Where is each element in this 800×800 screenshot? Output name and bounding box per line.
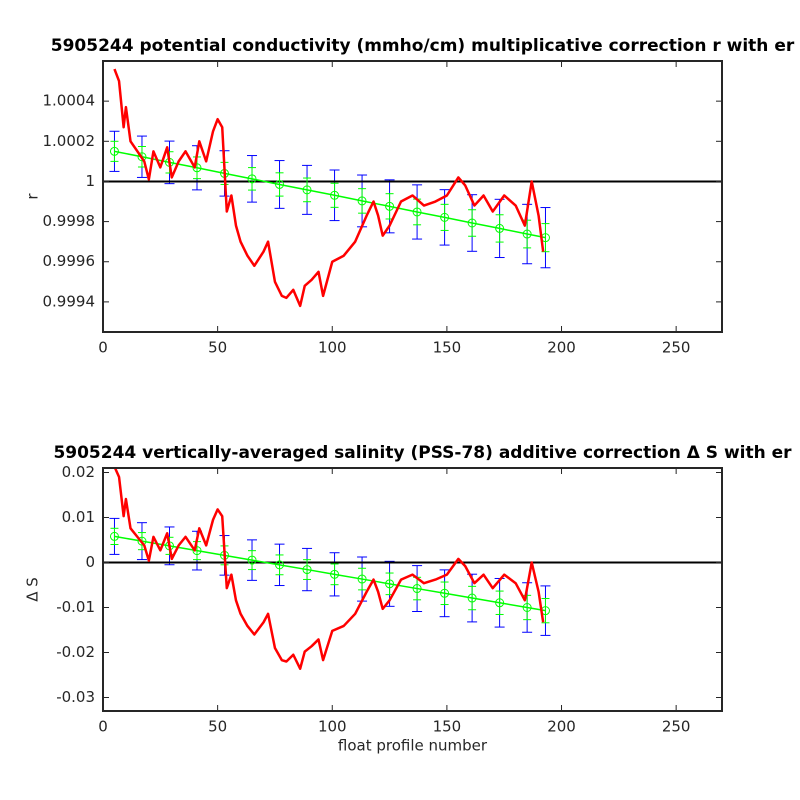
fit-marker: [467, 218, 477, 228]
fit-marker: [275, 179, 285, 189]
y-tick-label: 0.02: [62, 463, 95, 481]
x-tick-label: 50: [208, 339, 227, 357]
x-tick-label: 50: [208, 718, 227, 736]
fit-marker: [302, 185, 312, 195]
chart-title: 5905244 potential conductivity (mmho/cm)…: [51, 36, 795, 56]
y-axis-label: Δ S: [24, 577, 42, 602]
fit-marker: [247, 555, 257, 565]
fit-marker: [522, 229, 532, 239]
x-tick-label: 150: [433, 718, 462, 736]
x-tick-label: 150: [433, 339, 462, 357]
fit-marker: [109, 531, 119, 541]
y-tick-label: -0.03: [56, 688, 95, 706]
axes-frame: [102, 60, 723, 333]
fit-marker: [495, 598, 505, 608]
x-tick-label: 100: [318, 339, 347, 357]
fit-marker: [440, 588, 450, 598]
x-tick-label: 200: [547, 339, 576, 357]
fit-marker: [467, 593, 477, 603]
fit-marker: [247, 174, 257, 184]
fit-marker: [137, 152, 147, 162]
x-tick-label: 200: [547, 718, 576, 736]
fit-line: [114, 535, 546, 612]
fit-marker: [192, 163, 202, 173]
x-tick-label: 100: [318, 718, 347, 736]
y-tick-label: 0.9994: [43, 292, 96, 310]
x-axis-label: float profile number: [338, 737, 488, 755]
fit-marker: [330, 190, 340, 200]
y-tick-label: -0.01: [56, 598, 95, 616]
data-line: [113, 468, 545, 670]
y-axis-label: r: [24, 193, 42, 200]
fit-marker: [440, 212, 450, 222]
x-tick-label: 0: [98, 718, 108, 736]
x-tick-label: 0: [98, 339, 108, 357]
fit-marker: [330, 569, 340, 579]
fit-marker: [109, 146, 119, 156]
fit-line: [114, 150, 546, 239]
y-tick-label: 1.0004: [43, 92, 96, 110]
fit-marker: [357, 196, 367, 206]
x-tick-label: 250: [662, 718, 691, 736]
axes-frame: [102, 467, 723, 712]
fit-marker: [412, 584, 422, 594]
fit-marker: [385, 201, 395, 211]
y-tick-label: 0: [85, 553, 95, 571]
fit-marker: [495, 223, 505, 233]
fit-marker: [275, 560, 285, 570]
y-tick-label: 1: [85, 172, 95, 190]
y-tick-label: 1.0002: [43, 132, 96, 150]
y-tick-label: 0.9998: [43, 212, 96, 230]
plot-area: [103, 68, 722, 308]
y-tick-label: 0.9996: [43, 252, 96, 270]
plot-area: [103, 468, 722, 670]
x-tick-label: 250: [662, 339, 691, 357]
y-tick-label: 0.01: [62, 508, 95, 526]
fit-marker: [357, 574, 367, 584]
fit-marker: [137, 536, 147, 546]
fit-marker: [412, 207, 422, 217]
fit-marker: [522, 603, 532, 612]
data-line: [113, 68, 545, 308]
fit-marker: [302, 565, 312, 575]
fit-marker: [385, 579, 395, 589]
fit-marker: [192, 546, 202, 556]
chart-title: 5905244 vertically-averaged salinity (PS…: [53, 443, 792, 463]
y-tick-label: -0.02: [56, 643, 95, 661]
